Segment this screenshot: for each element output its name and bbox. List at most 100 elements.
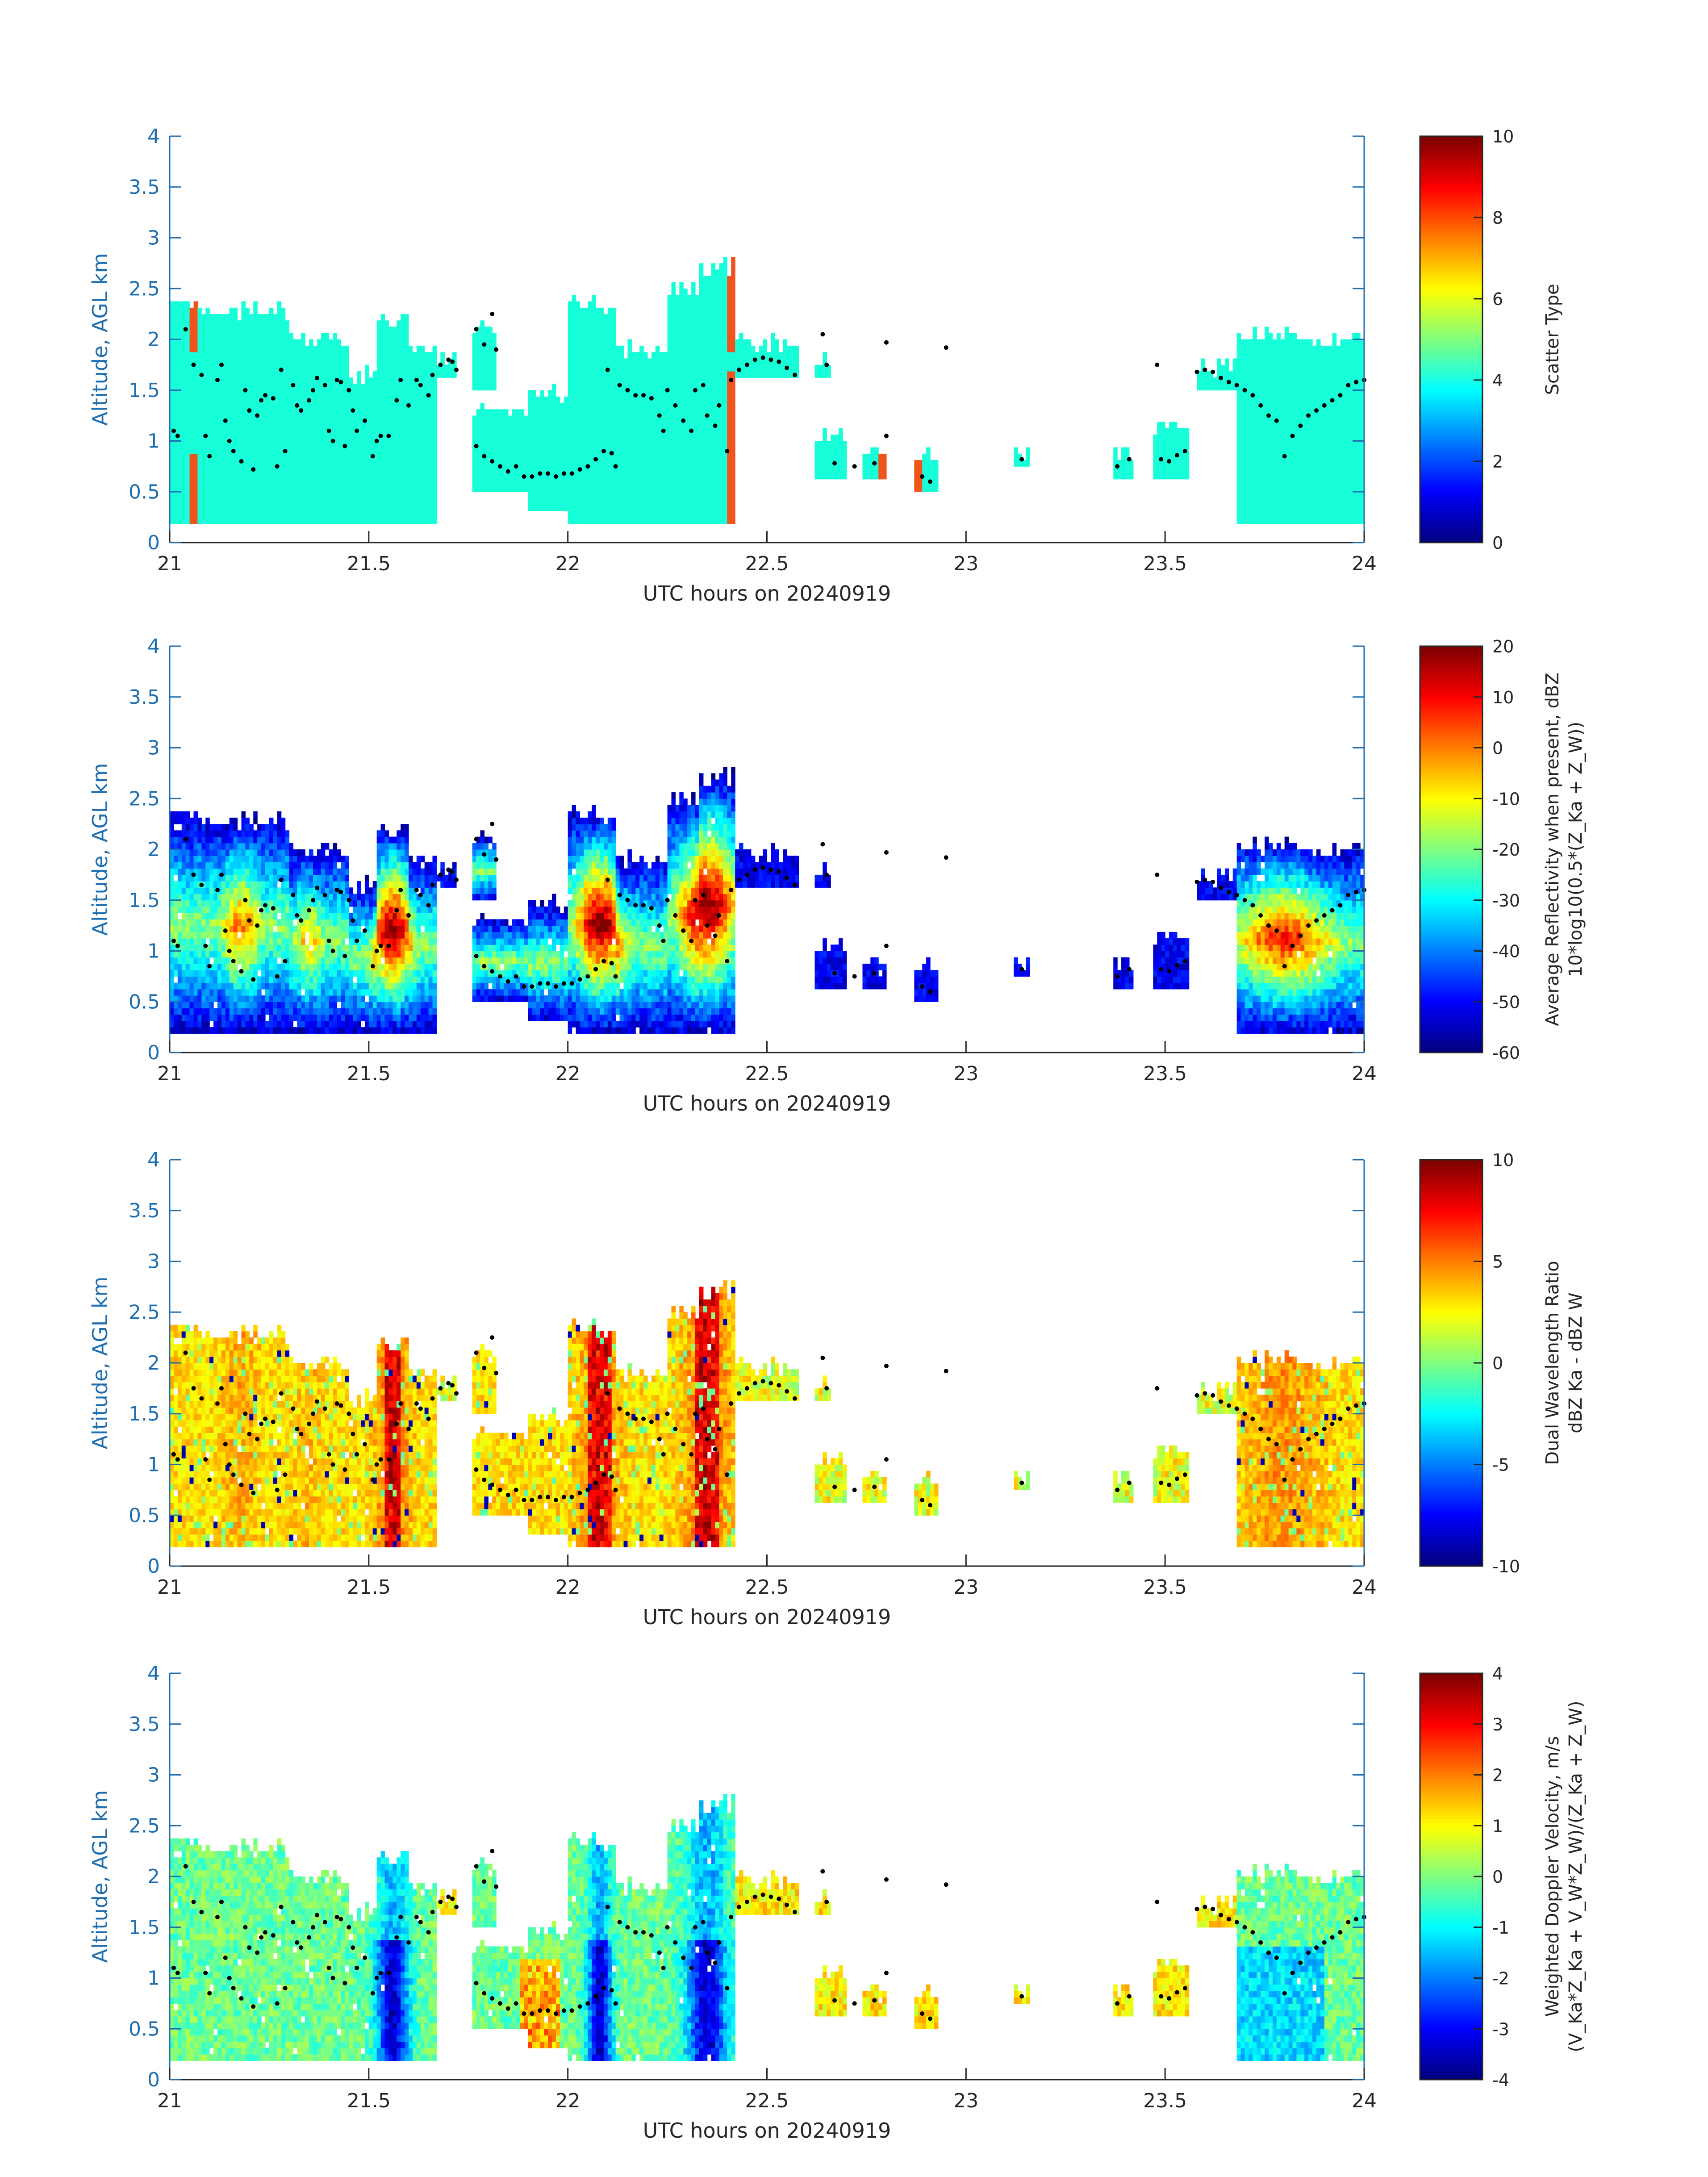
heatmap-cell	[1249, 416, 1253, 422]
heatmap-cell	[1241, 466, 1245, 473]
heatmap-cell	[656, 377, 660, 384]
heatmap-cell	[500, 409, 505, 416]
heatmap-cell	[771, 339, 775, 346]
heatmap-cell	[388, 454, 393, 460]
heatmap-cell	[365, 403, 369, 409]
heatmap-cell	[528, 422, 533, 429]
heatmap-cell	[194, 441, 198, 448]
heatmap-cell	[273, 473, 278, 480]
heatmap-cell	[1253, 447, 1257, 454]
heatmap-cell	[635, 479, 640, 486]
heatmap-cell	[672, 485, 676, 492]
heatmap-cell	[273, 339, 278, 346]
heatmap-cell	[249, 384, 254, 391]
heatmap-cell	[1245, 454, 1249, 460]
heatmap-cell	[337, 339, 342, 346]
heatmap-cell	[249, 327, 254, 334]
heatmap-cell	[393, 384, 397, 391]
heatmap-cell	[592, 339, 596, 346]
heatmap-cell	[608, 416, 612, 422]
heatmap-cell	[401, 422, 405, 429]
heatmap-cell	[1165, 435, 1169, 441]
heatmap-cell	[329, 390, 334, 397]
heatmap-cell	[1308, 447, 1313, 454]
heatmap-cell	[620, 454, 624, 460]
heatmap-cell	[269, 320, 274, 327]
heatmap-cell	[289, 409, 294, 416]
heatmap-cell	[504, 460, 509, 467]
heatmap-cell	[1285, 371, 1289, 378]
heatmap-cell	[213, 454, 218, 460]
heatmap-cell	[325, 479, 330, 486]
heatmap-cell	[707, 492, 712, 498]
heatmap-cell	[1296, 384, 1301, 391]
heatmap-cell	[345, 397, 349, 403]
heatmap-cell	[1273, 346, 1277, 352]
heatmap-cell	[576, 416, 580, 422]
heatmap-cell	[341, 505, 345, 511]
heatmap-cell	[1249, 339, 1253, 346]
heatmap-cell	[365, 397, 369, 403]
heatmap-cell	[743, 346, 748, 352]
heatmap-cell	[234, 460, 238, 467]
heatmap-cell	[707, 479, 712, 486]
heatmap-cell	[504, 473, 509, 480]
heatmap-cell	[385, 416, 389, 422]
heatmap-cell	[221, 498, 226, 505]
heatmap-cell	[1273, 371, 1277, 378]
heatmap-cell	[1173, 447, 1178, 454]
heatmap-cell	[775, 339, 779, 346]
heatmap-cell	[1324, 346, 1329, 352]
heatmap-cell	[668, 352, 672, 359]
heatmap-cell	[289, 346, 294, 352]
heatmap-cell	[205, 498, 210, 505]
heatmap-cell	[1308, 435, 1313, 441]
heatmap-cell	[182, 447, 186, 454]
heatmap-cell	[1121, 447, 1126, 454]
heatmap-cell	[556, 492, 560, 498]
heatmap-cell	[269, 403, 274, 409]
heatmap-cell	[664, 511, 668, 518]
heatmap-cell	[620, 492, 624, 498]
heatmap-cell	[182, 441, 186, 448]
heatmap-cell	[492, 479, 497, 486]
heatmap-cell	[524, 466, 529, 473]
heatmap-cell	[631, 422, 636, 429]
heatmap-cell	[297, 485, 301, 492]
heatmap-cell	[544, 403, 548, 409]
heatmap-cell	[186, 346, 190, 352]
heatmap-cell	[492, 359, 497, 365]
heatmap-cell	[596, 339, 600, 346]
heatmap-cell	[238, 390, 242, 397]
heatmap-cell	[421, 409, 425, 416]
heatmap-cell	[238, 517, 242, 524]
heatmap-cell	[1320, 371, 1325, 378]
heatmap-cell	[401, 466, 405, 473]
heatmap-cell	[385, 359, 389, 365]
heatmap-cell	[245, 492, 250, 498]
heatmap-cell	[576, 517, 580, 524]
heatmap-cell	[197, 327, 202, 334]
heatmap-cell	[353, 485, 357, 492]
heatmap-cell	[711, 479, 716, 486]
heatmap-cell	[285, 441, 290, 448]
heatmap-cell	[361, 384, 365, 391]
heatmap-cell	[687, 371, 692, 378]
heatmap-cell	[186, 479, 190, 486]
heatmap-cell	[221, 314, 226, 321]
heatmap-cell	[329, 371, 334, 378]
heatmap-cell	[221, 333, 226, 340]
heatmap-cell	[699, 428, 704, 435]
heatmap-cell	[297, 384, 301, 391]
heatmap-cell	[265, 403, 270, 409]
heatmap-cell	[731, 498, 735, 505]
heatmap-cell	[301, 511, 305, 518]
heatmap-cell	[683, 492, 688, 498]
heatmap-cell	[242, 301, 246, 308]
heatmap-cell	[174, 397, 178, 403]
heatmap-cell	[596, 422, 600, 429]
heatmap-cell	[209, 511, 214, 518]
heatmap-cell	[643, 441, 648, 448]
heatmap-cell	[695, 428, 700, 435]
heatmap-cell	[388, 365, 393, 372]
